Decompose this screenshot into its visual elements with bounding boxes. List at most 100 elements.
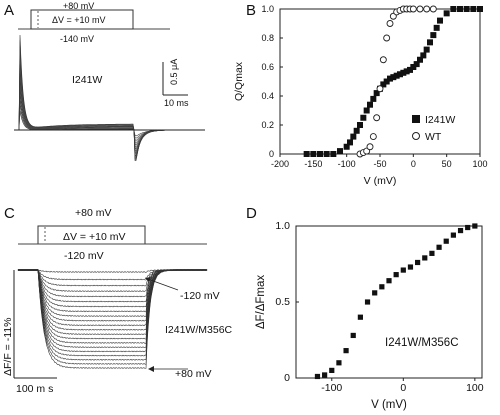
data-point — [322, 372, 328, 378]
data-point — [314, 373, 321, 380]
data-point — [343, 143, 350, 150]
scalebar-y-label: ΔF/F = -11% — [2, 318, 14, 376]
y-axis-label: Q/Qmax — [233, 61, 245, 101]
series-i241w — [303, 6, 483, 157]
annot-upper-arrowhead — [145, 277, 151, 282]
x-axis-label: V (mV) — [364, 175, 397, 187]
current-trace — [14, 78, 205, 150]
fluorescence-trace — [17, 269, 208, 369]
data-point — [383, 34, 391, 42]
y-tick-label: 0.2 — [261, 120, 274, 130]
data-point — [433, 24, 440, 31]
data-point — [330, 151, 337, 157]
plot-frame — [295, 225, 483, 379]
x-axis-label: V (mV) — [371, 399, 407, 411]
series-wt — [356, 5, 437, 158]
x-tick-label: -100 — [321, 382, 342, 394]
data-point — [417, 56, 423, 63]
panel-c: C +80 mV ΔV = +10 mV -120 mV -120 mV I24… — [2, 205, 233, 395]
y-tick-label: 0 — [269, 149, 274, 159]
y-tick-label: 0.4 — [261, 91, 274, 101]
data-point — [429, 250, 435, 256]
data-point — [350, 133, 357, 140]
scalebar-x-label: 10 ms — [164, 98, 189, 108]
data-point — [400, 267, 406, 273]
data-point — [472, 223, 478, 229]
data-point — [357, 314, 363, 320]
protocol-top-label: +80 mV — [63, 1, 94, 11]
protocol-step — [30, 9, 134, 30]
scalebar-y-label: 0.5 μA — [169, 59, 179, 85]
legend-marker — [412, 115, 420, 123]
data-point — [380, 81, 387, 88]
data-point — [373, 114, 381, 122]
data-point — [383, 78, 390, 85]
x-tick-label: 0 — [400, 382, 406, 394]
data-point — [457, 227, 464, 234]
legend-label: WT — [425, 131, 442, 143]
x-tick-label: -50 — [373, 159, 386, 169]
data-point — [343, 348, 349, 354]
y-tick-label: 1.0 — [275, 220, 290, 232]
data-point — [372, 290, 378, 296]
annot-lower: +80 mV — [175, 368, 211, 380]
legend-label: I241W — [425, 114, 455, 126]
legend: I241W WT — [412, 114, 455, 143]
y-tick-label: 0 — [284, 372, 290, 384]
panel-a-construct: I241W — [72, 74, 102, 86]
data-point — [416, 5, 424, 13]
axes: -100 0 100 0 0.5 1.0 V (mV) ΔF/ΔFmax — [255, 220, 484, 411]
annot-upper: -120 mV — [180, 290, 220, 302]
data-point — [367, 101, 373, 108]
data-point — [450, 6, 457, 12]
data-point — [443, 238, 449, 244]
data-point — [337, 148, 343, 155]
plot-frame — [279, 8, 481, 155]
protocol-bottom-label: -140 mV — [60, 34, 94, 44]
series-0 — [314, 223, 478, 380]
data-point — [350, 332, 356, 339]
data-point — [347, 139, 353, 146]
panel-c-traces — [17, 269, 208, 369]
legend-entry: I241W — [412, 114, 455, 126]
data-point — [386, 20, 394, 27]
annot-lower-arrowhead — [148, 366, 154, 372]
data-point — [443, 10, 450, 17]
current-trace — [14, 105, 205, 139]
data-point — [303, 151, 310, 157]
y-axis-label: ΔF/ΔFmax — [255, 275, 267, 330]
panel-d-label: D — [246, 205, 257, 222]
panel-a-scalebar: 0.5 μA 10 ms — [162, 59, 189, 108]
data-point — [427, 39, 433, 46]
x-tick-label: -150 — [304, 159, 322, 169]
data-point — [379, 56, 387, 64]
panel-b: B -200 -150 -100 -50 0 50 100 0 0.2 0.4 0.6 0.8 1.0 V… — [233, 2, 488, 187]
fluorescence-trace — [17, 269, 208, 313]
legend-marker — [412, 132, 420, 140]
data-point — [390, 74, 397, 81]
data-point — [403, 68, 410, 75]
data-point — [437, 17, 443, 24]
data-point — [470, 6, 477, 12]
data-point — [310, 151, 317, 157]
data-point — [465, 224, 471, 231]
data-point — [407, 66, 413, 73]
chart-d-title: I241W/M356C — [385, 337, 459, 349]
fluorescence-trace — [17, 269, 208, 292]
panel-c-protocol: +80 mV ΔV = +10 mV -120 mV — [18, 207, 207, 262]
x-tick-label: 50 — [442, 159, 452, 169]
protocol-step-label: ΔV = +10 mV — [63, 231, 125, 243]
data-point — [397, 71, 403, 78]
panel-a: A +80 mV ΔV = +10 mV -140 mV I241W 0.5 μ… — [4, 1, 205, 161]
protocol-top-label: +80 mV — [75, 207, 111, 219]
data-point — [323, 151, 330, 157]
data-point — [366, 143, 374, 151]
legend-entry: WT — [412, 131, 442, 143]
chart-b: -200 -150 -100 -50 0 50 100 0 0.2 0.4 0.6 0.8 1.0 V (… — [233, 4, 488, 187]
data-point — [423, 46, 430, 53]
x-tick-label: -200 — [271, 159, 289, 169]
data-point — [360, 114, 367, 121]
data-point — [369, 133, 377, 141]
data-point — [415, 259, 421, 266]
data-point — [450, 232, 456, 238]
